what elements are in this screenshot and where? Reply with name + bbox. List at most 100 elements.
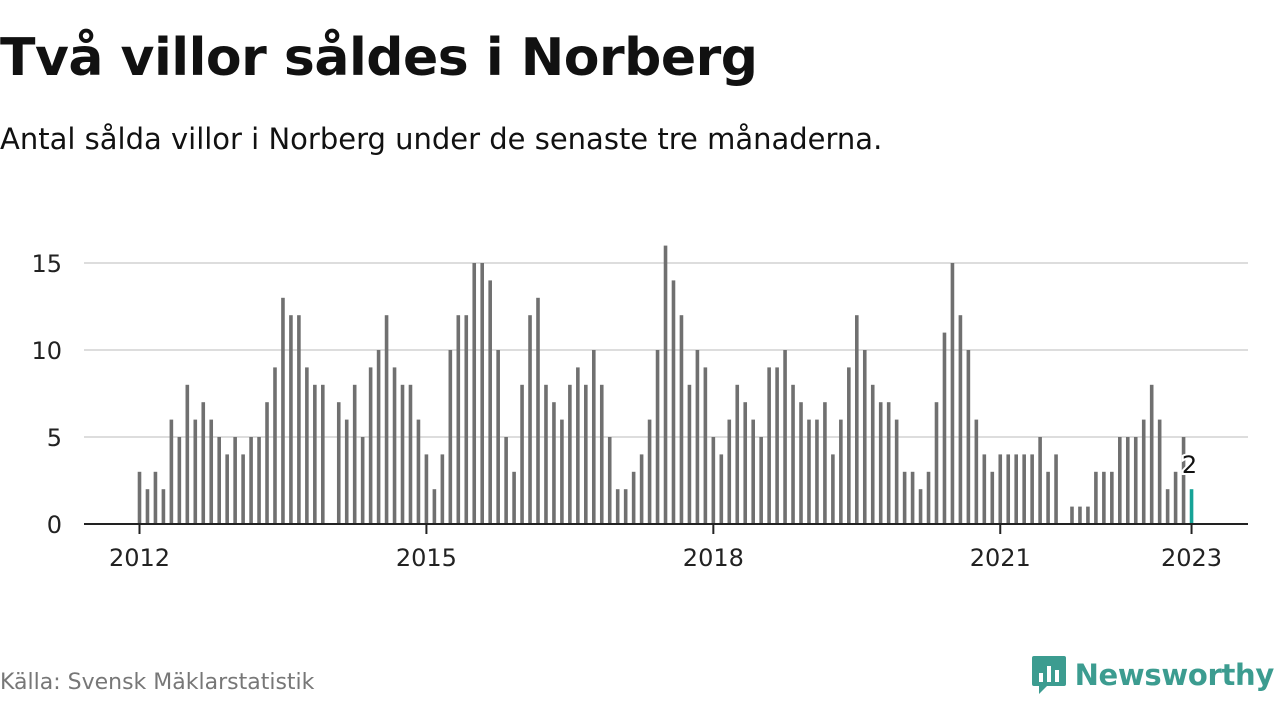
bar [743, 402, 748, 524]
bar [576, 367, 580, 524]
brand-name: Newsworthy [1074, 658, 1275, 692]
bar [695, 350, 700, 524]
bar [855, 315, 859, 524]
bar [815, 419, 819, 524]
bar [1078, 506, 1082, 524]
bar [185, 384, 190, 524]
bar [297, 315, 301, 524]
bar [512, 471, 516, 524]
bar [560, 419, 564, 524]
bar [831, 454, 835, 524]
x-tick-label: 2015 [396, 544, 457, 572]
bar [679, 315, 684, 524]
bar [751, 419, 755, 524]
bar [839, 419, 843, 524]
bar [384, 315, 389, 524]
chart-subtitle: Antal sålda villor i Norberg under de se… [0, 122, 883, 156]
brand-logo: Newsworthy [1031, 654, 1274, 696]
bar [703, 367, 708, 524]
bar [791, 384, 795, 524]
bar [305, 367, 309, 524]
bar [711, 437, 716, 524]
bar [233, 437, 237, 524]
bar [336, 402, 341, 524]
bar [671, 280, 676, 524]
bar [958, 315, 963, 524]
bar [281, 297, 285, 524]
source-note: Källa: Svensk Mäklarstatistik [0, 670, 315, 695]
bar [169, 419, 174, 524]
bar [998, 454, 1003, 524]
bar [265, 402, 269, 524]
bar [217, 437, 221, 524]
bar [1133, 437, 1138, 524]
bar [1030, 454, 1034, 524]
bar [631, 471, 636, 524]
bar [1014, 454, 1018, 524]
bar [408, 384, 413, 524]
bar [687, 384, 692, 524]
bar [528, 315, 532, 524]
bar [847, 367, 851, 524]
bar [145, 489, 150, 524]
bar [568, 384, 572, 524]
bar [584, 384, 588, 524]
bar [241, 454, 245, 524]
bar [424, 454, 429, 524]
bar [209, 419, 214, 524]
bar [400, 384, 405, 524]
bar [456, 315, 461, 524]
x-tick-label: 2018 [683, 544, 744, 572]
bar [249, 437, 253, 524]
bar [918, 489, 923, 524]
x-tick-label: 2021 [970, 544, 1031, 572]
bar [982, 454, 987, 524]
bar-chart: 0 5 10 15 2012 2015 2018 2021 2023 2 [31, 245, 1248, 572]
bar [177, 437, 182, 524]
chart-title: Två villor såldes i Norberg [0, 28, 758, 88]
bar [655, 350, 660, 524]
bar [225, 454, 229, 524]
bar [647, 419, 652, 524]
bar [759, 437, 763, 524]
x-tick-label: 2023 [1161, 544, 1222, 572]
bar [974, 419, 979, 524]
bar [1110, 471, 1114, 524]
bars [137, 245, 1194, 524]
bar [1102, 471, 1106, 524]
y-tick-label: 5 [47, 424, 62, 452]
bar [966, 350, 971, 524]
bar [870, 384, 875, 524]
bar [376, 350, 381, 524]
bar [1181, 437, 1186, 524]
bar [488, 280, 492, 524]
y-tick-label: 0 [47, 511, 62, 539]
bar [544, 384, 548, 524]
bar [886, 402, 891, 524]
bar [153, 471, 158, 524]
bar [1165, 489, 1170, 524]
bar [504, 437, 508, 524]
bar [767, 367, 771, 524]
bar [273, 367, 277, 524]
bar [1173, 471, 1178, 524]
bar [1022, 454, 1026, 524]
bar [161, 489, 166, 524]
bar [321, 384, 325, 524]
last-value-label: 2 [1182, 451, 1197, 479]
bar [878, 402, 883, 524]
bar [416, 419, 421, 524]
bar [990, 471, 995, 524]
bar [942, 332, 947, 524]
y-axis-ticks: 0 5 10 15 [31, 250, 62, 539]
bar [1118, 437, 1122, 524]
bar [950, 263, 955, 524]
bar [862, 350, 867, 524]
bar [472, 263, 477, 524]
bar [480, 263, 485, 524]
bar [1086, 506, 1090, 524]
bar [727, 419, 732, 524]
bar [607, 437, 612, 524]
x-axis-ticks: 2012 2015 2018 2021 2023 [109, 524, 1222, 572]
bar [639, 454, 644, 524]
